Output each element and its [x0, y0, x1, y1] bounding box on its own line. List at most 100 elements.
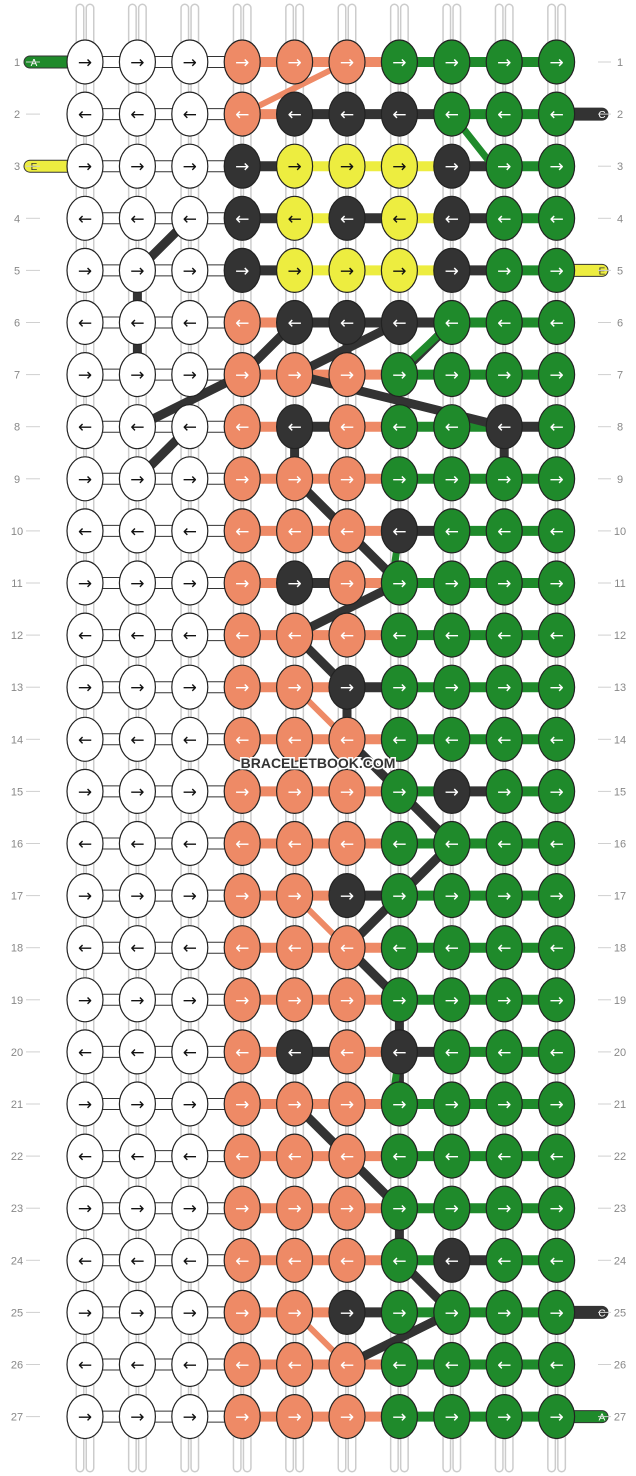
knot-arrow: →	[235, 470, 249, 490]
knot	[118, 1393, 156, 1440]
knot	[433, 977, 471, 1023]
knot	[485, 612, 523, 658]
knot	[66, 872, 104, 919]
knot	[171, 1133, 209, 1179]
knot-arrow: ←	[78, 626, 92, 646]
knot-arrow: ←	[183, 1251, 197, 1271]
knot-arrow: ←	[445, 626, 459, 646]
knot	[537, 1341, 576, 1388]
knot	[66, 247, 104, 293]
row-number-right: 13	[614, 682, 626, 694]
knot-arrow: →	[78, 261, 92, 281]
row-number-left: 10	[11, 526, 23, 538]
knot	[433, 456, 471, 502]
knot	[118, 1133, 156, 1179]
knot	[433, 1029, 471, 1075]
knot	[433, 299, 471, 346]
knot-arrow: ←	[78, 939, 92, 959]
knot-arrow: →	[340, 1095, 354, 1115]
knot	[171, 91, 209, 137]
knot-arrow: →	[235, 261, 249, 281]
knot-arrow: ←	[392, 626, 406, 646]
knot	[66, 1289, 104, 1336]
knot-arrow: →	[340, 1303, 354, 1323]
knot-arrow: ←	[392, 1251, 406, 1271]
knot-arrow: ←	[287, 626, 301, 646]
knot-arrow: →	[78, 1408, 92, 1428]
knot-arrow: →	[183, 991, 197, 1011]
knot	[223, 768, 261, 815]
knot-arrow: →	[183, 887, 197, 907]
row-number-right: 20	[614, 1047, 626, 1059]
thread	[342, 1307, 457, 1369]
knot-arrow: →	[340, 366, 354, 386]
knot-arrow: →	[392, 470, 406, 490]
knot-arrow: →	[340, 887, 354, 907]
knot-arrow: ←	[287, 1356, 301, 1376]
row-number-left: 20	[11, 1047, 23, 1059]
knot	[485, 247, 523, 293]
knot	[66, 560, 104, 606]
knot	[433, 925, 471, 971]
knot-arrow: →	[287, 261, 301, 281]
knot	[485, 1393, 523, 1440]
knot	[171, 456, 209, 502]
knot-arrow: →	[497, 678, 511, 698]
knot	[433, 352, 471, 398]
knot-arrow: →	[549, 366, 563, 386]
knot	[485, 195, 523, 241]
knot-arrow: →	[549, 991, 563, 1011]
knot	[118, 1029, 156, 1075]
row-number-left: 13	[11, 682, 23, 694]
knot-arrow: ←	[445, 1147, 459, 1167]
knot	[171, 247, 209, 293]
knot	[433, 1081, 471, 1127]
knot-arrow: ←	[78, 835, 92, 855]
row-number-left: 8	[14, 422, 20, 434]
knot-arrow: →	[183, 1095, 197, 1115]
knot-arrow: ←	[183, 1356, 197, 1376]
knot-arrow: ←	[340, 835, 354, 855]
knot	[328, 1341, 366, 1388]
knot-arrow: ←	[130, 105, 144, 125]
knot	[118, 1185, 156, 1231]
knot	[485, 1237, 523, 1283]
row-number-right: 19	[614, 995, 626, 1007]
knot	[171, 1341, 209, 1388]
row-number-right: 16	[614, 839, 626, 851]
knot	[171, 143, 209, 189]
knot	[171, 404, 209, 450]
knot	[276, 1081, 314, 1127]
knot-arrow: ←	[130, 1147, 144, 1167]
knot	[276, 716, 314, 762]
knot-arrow: ←	[130, 314, 144, 334]
knot-arrow: →	[183, 782, 197, 802]
knot	[537, 1133, 576, 1179]
knot-arrow: →	[392, 366, 406, 386]
knot-arrow: →	[340, 470, 354, 490]
knot-arrow: →	[549, 574, 563, 594]
knot-arrow: ←	[130, 1043, 144, 1063]
knot	[66, 1029, 104, 1075]
knot-arrow: →	[130, 678, 144, 698]
knot	[223, 91, 261, 137]
knot	[223, 977, 261, 1023]
knot	[380, 91, 418, 137]
knot	[328, 1393, 366, 1440]
knot-arrow: ←	[78, 522, 92, 542]
knot-arrow: ←	[287, 835, 301, 855]
knot	[223, 247, 261, 293]
knot-arrow: ←	[340, 1356, 354, 1376]
knot	[276, 1133, 314, 1179]
knot-arrow: ←	[549, 939, 563, 959]
knot-arrow: →	[549, 1095, 563, 1115]
knot	[223, 404, 261, 450]
knot	[223, 143, 261, 189]
knot	[537, 352, 576, 398]
knot	[171, 39, 209, 85]
knot	[171, 1185, 209, 1231]
row-number-right: 7	[617, 370, 623, 382]
knot	[537, 664, 576, 710]
knot-arrow: →	[78, 470, 92, 490]
knot	[380, 872, 418, 919]
